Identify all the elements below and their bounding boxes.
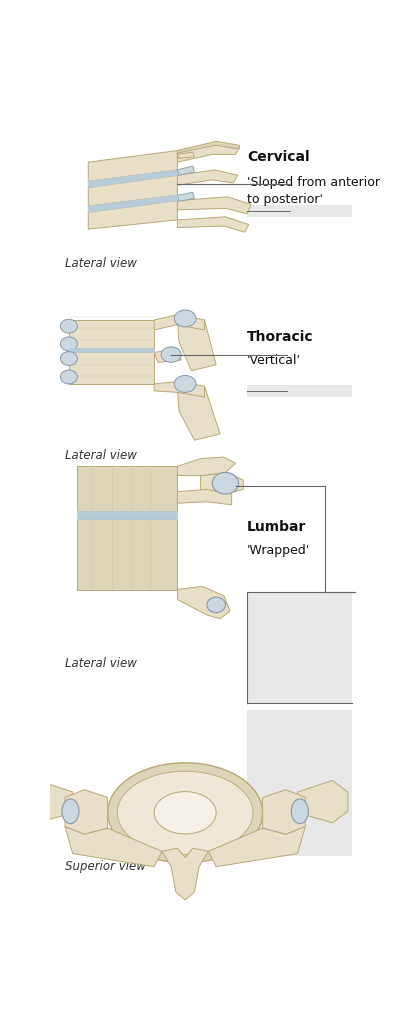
Polygon shape [177, 587, 230, 618]
FancyBboxPatch shape [247, 592, 352, 703]
Polygon shape [177, 143, 239, 162]
Polygon shape [154, 314, 204, 330]
Polygon shape [201, 472, 243, 494]
Polygon shape [88, 175, 177, 206]
Polygon shape [76, 511, 177, 519]
Polygon shape [88, 151, 177, 181]
Ellipse shape [62, 799, 79, 823]
Polygon shape [177, 217, 249, 232]
Polygon shape [177, 197, 251, 214]
Ellipse shape [117, 771, 253, 854]
Polygon shape [208, 826, 305, 866]
Polygon shape [69, 348, 154, 352]
Polygon shape [297, 780, 348, 823]
Polygon shape [69, 319, 154, 348]
FancyBboxPatch shape [247, 385, 352, 397]
Polygon shape [154, 349, 181, 362]
Polygon shape [76, 519, 177, 590]
Ellipse shape [212, 472, 239, 494]
Polygon shape [162, 848, 208, 900]
Ellipse shape [60, 319, 77, 333]
Text: Lateral view: Lateral view [65, 257, 137, 270]
Polygon shape [88, 201, 177, 229]
Ellipse shape [174, 310, 196, 327]
Text: Superior view: Superior view [65, 860, 146, 872]
Ellipse shape [174, 376, 196, 392]
FancyBboxPatch shape [247, 205, 352, 217]
Text: Lateral view: Lateral view [65, 450, 137, 463]
Polygon shape [177, 319, 216, 371]
Text: 'Sloped from anterior
to posterior': 'Sloped from anterior to posterior' [247, 176, 380, 206]
Polygon shape [177, 141, 239, 153]
Polygon shape [154, 382, 204, 397]
Polygon shape [177, 489, 232, 505]
Polygon shape [177, 166, 194, 175]
Ellipse shape [60, 370, 77, 384]
Ellipse shape [108, 763, 263, 863]
Polygon shape [177, 193, 194, 202]
Polygon shape [177, 386, 220, 440]
Text: Thoracic: Thoracic [247, 330, 314, 344]
Polygon shape [177, 170, 238, 185]
Polygon shape [76, 466, 177, 511]
Text: 'Wrapped': 'Wrapped' [247, 544, 310, 557]
Polygon shape [65, 826, 162, 866]
Text: 'Vertical': 'Vertical' [247, 354, 301, 367]
Polygon shape [69, 352, 154, 384]
Polygon shape [88, 196, 177, 212]
Ellipse shape [60, 351, 77, 366]
Polygon shape [65, 790, 108, 835]
Polygon shape [177, 457, 236, 475]
Text: Cervical: Cervical [247, 151, 310, 165]
Text: Lumbar: Lumbar [247, 520, 307, 535]
Polygon shape [23, 780, 73, 823]
Ellipse shape [154, 792, 216, 834]
Ellipse shape [207, 597, 225, 612]
Ellipse shape [161, 347, 181, 362]
Polygon shape [263, 790, 305, 835]
Text: Lateral view: Lateral view [65, 657, 137, 671]
FancyBboxPatch shape [247, 710, 352, 856]
Ellipse shape [60, 337, 77, 351]
Ellipse shape [291, 799, 308, 823]
Polygon shape [88, 170, 177, 187]
Polygon shape [177, 153, 194, 159]
